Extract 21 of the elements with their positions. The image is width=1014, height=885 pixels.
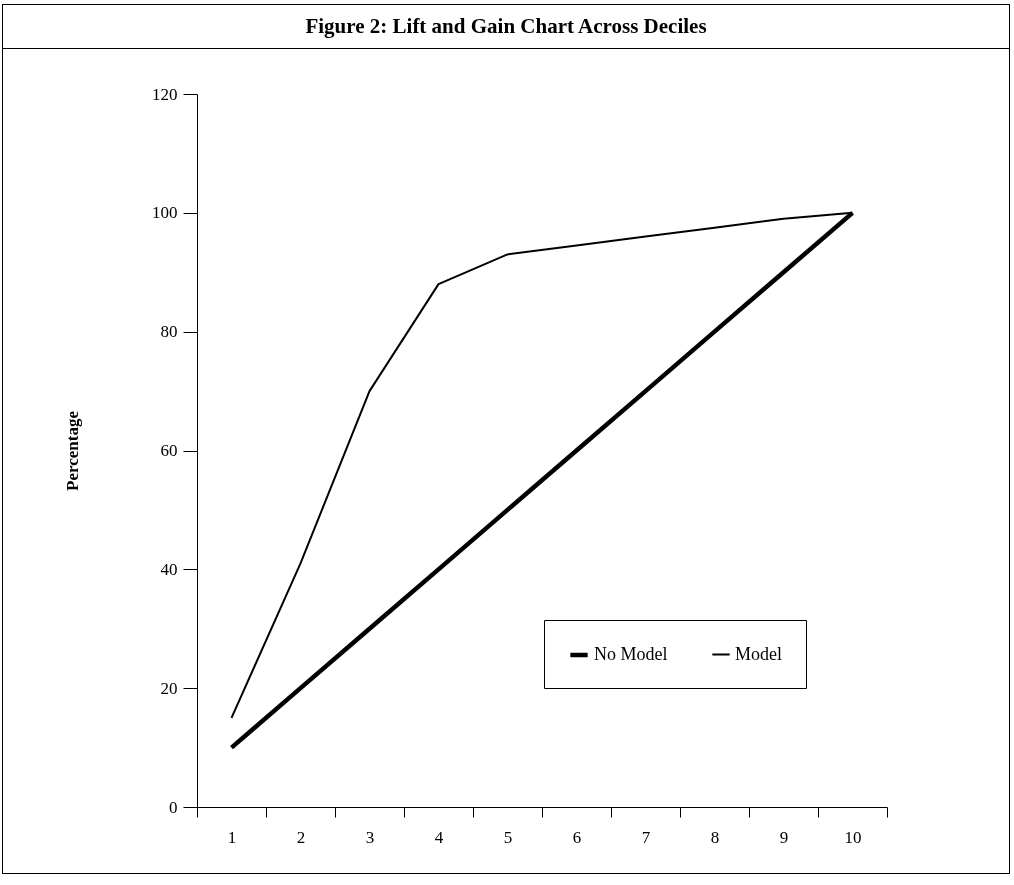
y-tick-label: 120 <box>152 84 178 104</box>
x-tick-label: 1 <box>227 827 237 847</box>
x-tick-label: 4 <box>434 827 444 847</box>
y-axis-title: Percentage <box>63 410 82 491</box>
x-tick-label: 3 <box>365 827 375 847</box>
x-tick-label: 10 <box>844 827 862 847</box>
y-tick-label: 80 <box>160 322 178 342</box>
x-tick-label: 5 <box>503 827 513 847</box>
chart-title: Figure 2: Lift and Gain Chart Across Deciles <box>3 5 1009 49</box>
x-tick-label: 7 <box>641 827 651 847</box>
y-tick-label: 100 <box>152 203 178 223</box>
x-tick-label: 8 <box>710 827 720 847</box>
x-tick-label: 6 <box>572 827 582 847</box>
y-tick-label: 0 <box>169 797 178 817</box>
x-tick-label: 9 <box>779 827 789 847</box>
y-tick-label: 60 <box>160 441 178 460</box>
legend-label: No Model <box>594 644 668 664</box>
y-tick-label: 20 <box>160 678 178 698</box>
legend-label: Model <box>735 643 782 664</box>
x-tick-label: 2 <box>296 827 306 847</box>
y-tick-label: 40 <box>160 559 178 579</box>
